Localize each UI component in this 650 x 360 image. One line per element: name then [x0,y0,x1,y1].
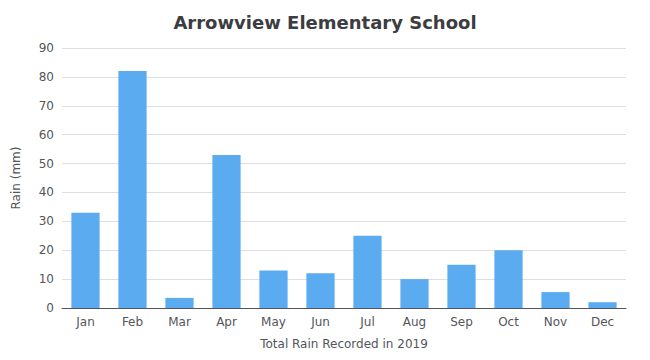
svg-text:May: May [261,315,286,329]
svg-text:Feb: Feb [122,315,143,329]
svg-text:20: 20 [39,243,54,257]
svg-text:Jun: Jun [310,315,330,329]
svg-text:Arrowview Elementary School: Arrowview Elementary School [173,12,476,33]
svg-text:Apr: Apr [216,315,237,329]
svg-text:10: 10 [39,272,54,286]
svg-text:80: 80 [39,70,54,84]
svg-text:Rain (mm): Rain (mm) [9,147,23,210]
svg-text:40: 40 [39,185,54,199]
svg-text:30: 30 [39,214,54,228]
svg-text:Sep: Sep [450,315,473,329]
svg-text:Total Rain Recorded in 2019: Total Rain Recorded in 2019 [259,337,428,351]
svg-text:50: 50 [39,157,54,171]
svg-text:Aug: Aug [403,315,426,329]
svg-text:Dec: Dec [591,315,614,329]
svg-text:90: 90 [39,41,54,55]
svg-text:Nov: Nov [544,315,567,329]
svg-text:70: 70 [39,99,54,113]
svg-text:Oct: Oct [498,315,519,329]
svg-text:60: 60 [39,128,54,142]
svg-text:Jan: Jan [75,315,95,329]
svg-text:0: 0 [46,301,54,315]
svg-text:Jul: Jul [359,315,374,329]
svg-text:Mar: Mar [168,315,191,329]
